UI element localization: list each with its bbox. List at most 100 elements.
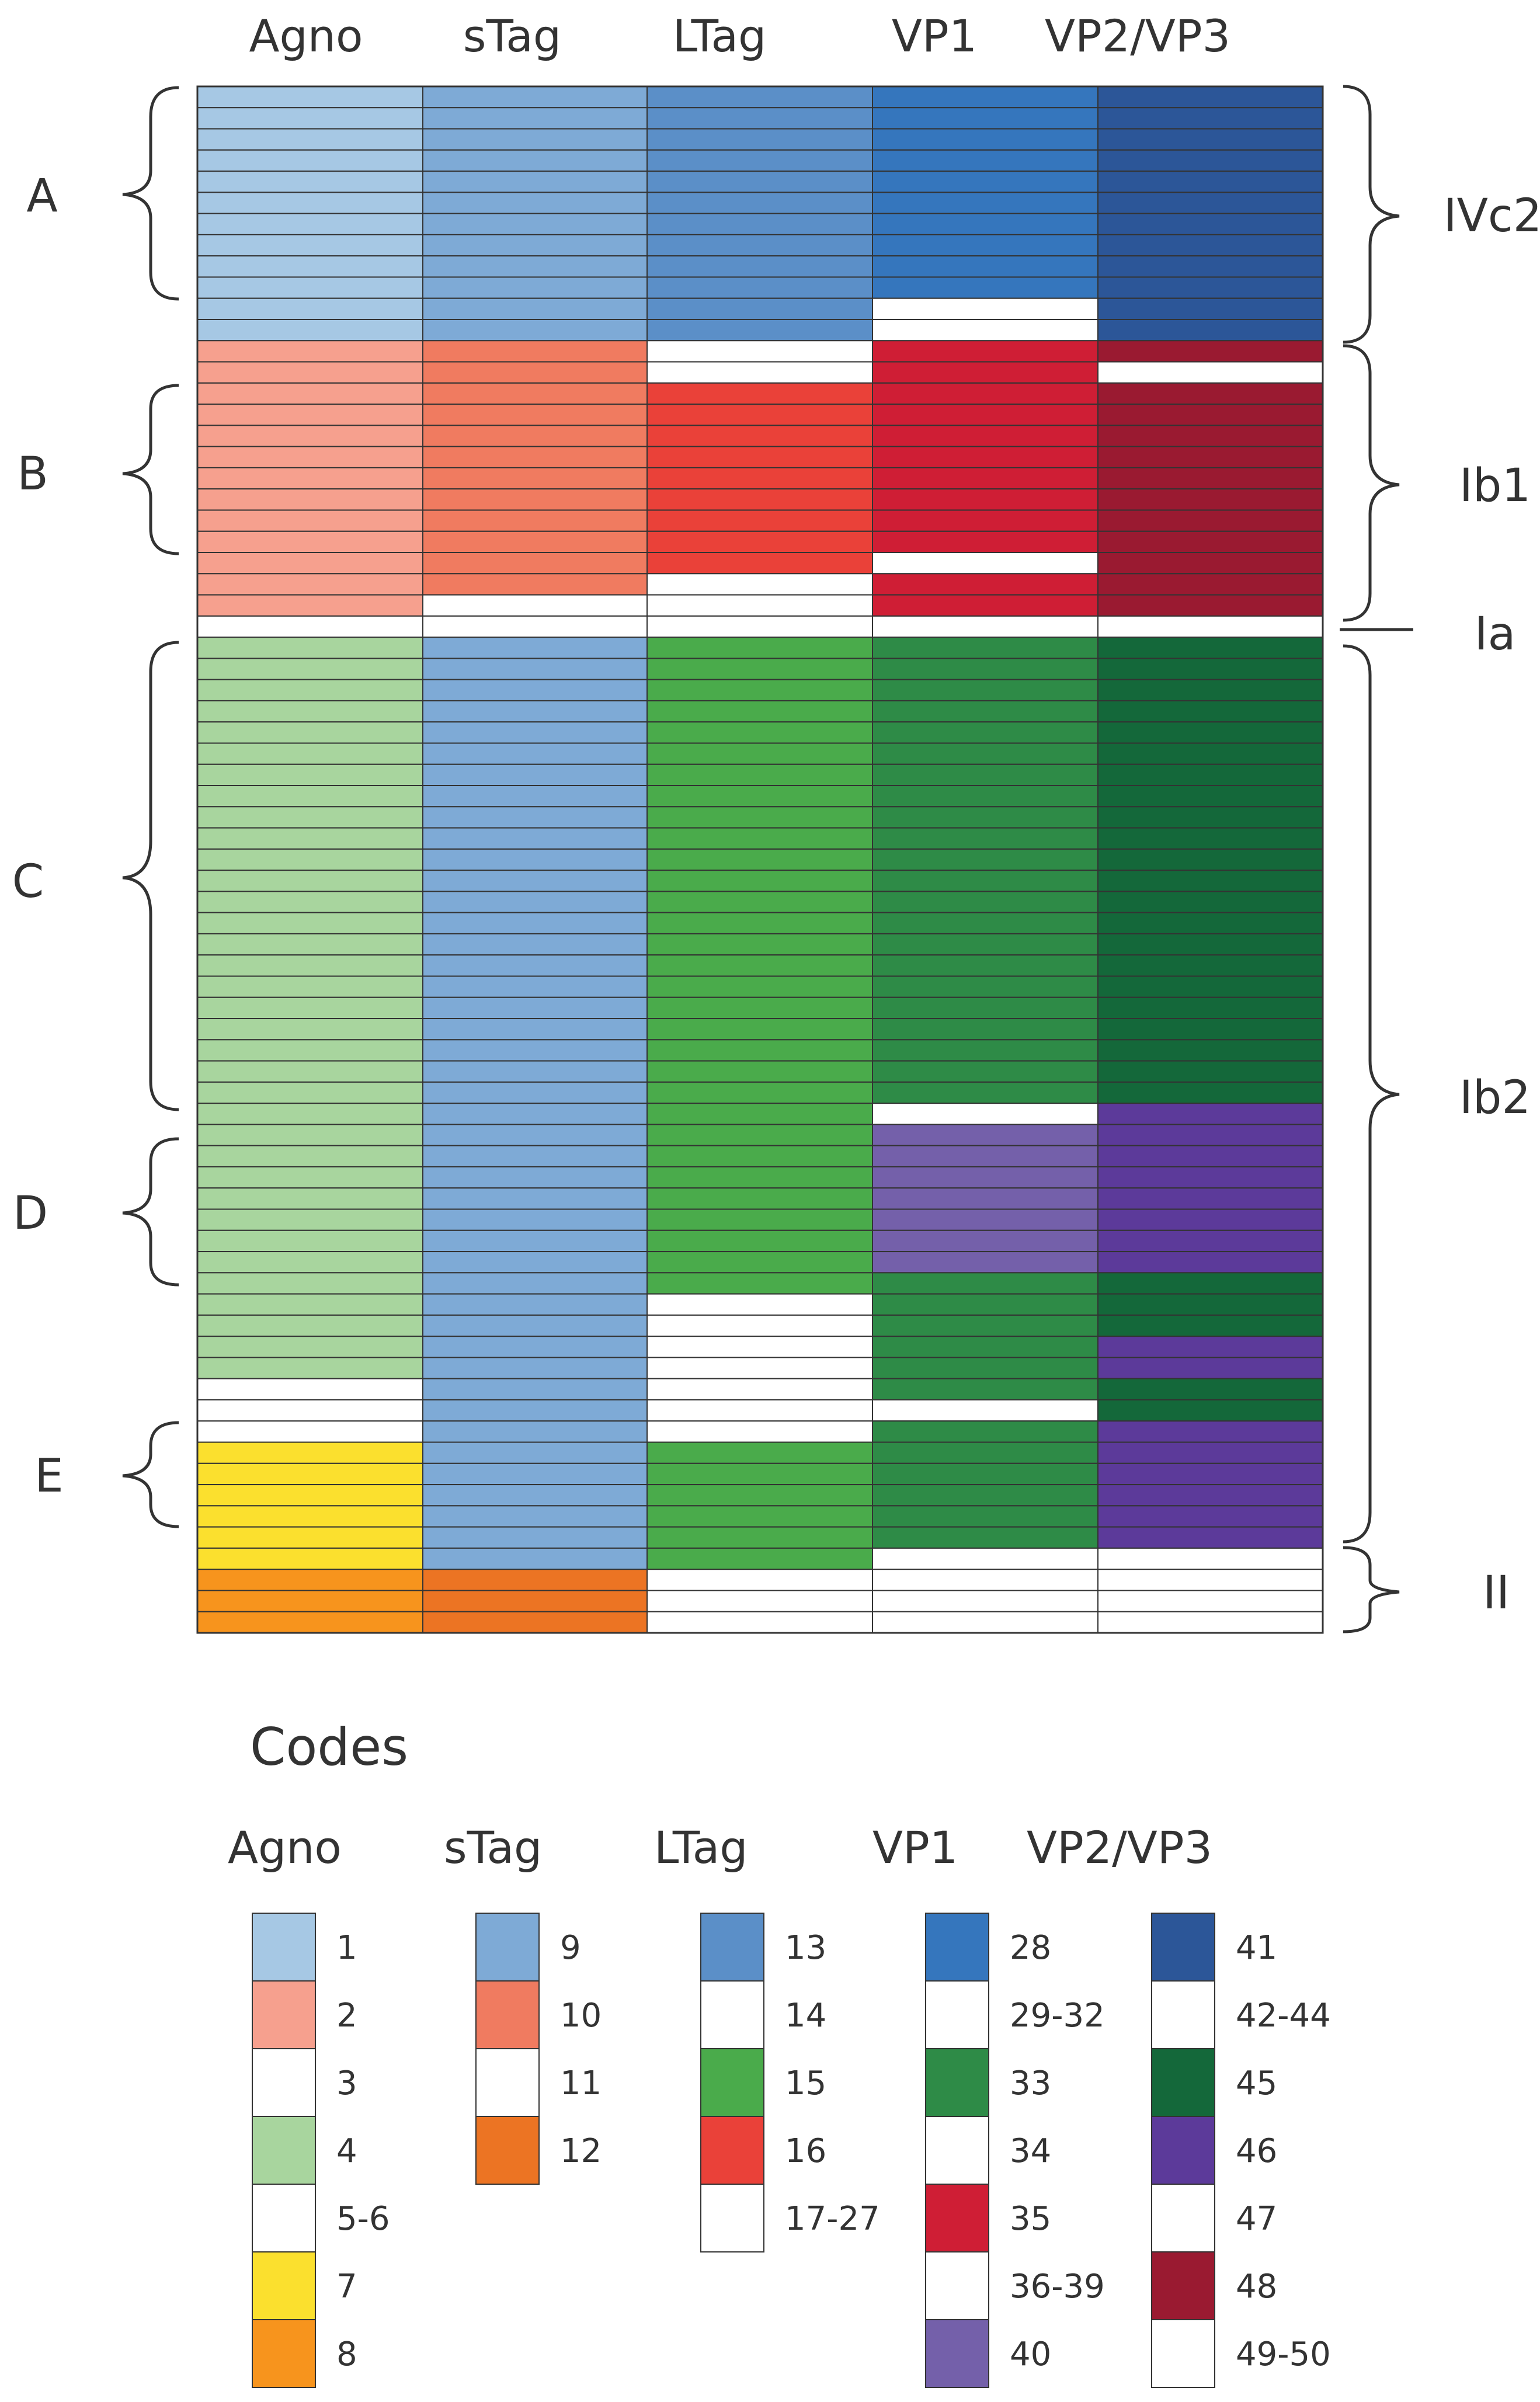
legend-code-label: 36-39: [1010, 2268, 1105, 2306]
grid-cell: [872, 1547, 1098, 1570]
grid-cell: [646, 679, 873, 701]
grid-cell: [1097, 763, 1323, 787]
grid-cell: [422, 552, 648, 575]
grid-cell: [872, 1060, 1098, 1083]
grid-cell: [872, 742, 1098, 765]
grid-cell: [646, 1441, 873, 1464]
grid-cell: [1097, 1378, 1323, 1400]
grid-cell: [197, 1229, 423, 1253]
grid-cell: [197, 615, 423, 638]
grid-cell: [422, 382, 648, 405]
grid-cell: [422, 171, 648, 193]
legend-code-label: 48: [1236, 2268, 1277, 2306]
legend-code-label: 46: [1236, 2132, 1277, 2170]
grid-cell: [197, 86, 423, 109]
grid-cell: [1097, 192, 1323, 214]
legend-swatch: [1151, 1980, 1215, 2049]
grid-cell: [1097, 1336, 1323, 1358]
grid-cell: [872, 573, 1098, 596]
grid-cell: [1097, 954, 1323, 977]
grid-cell: [872, 297, 1098, 321]
grid-cell: [872, 382, 1098, 405]
grid-cell: [872, 1357, 1098, 1379]
grid-cell: [1097, 1166, 1323, 1189]
grid-cell: [872, 1145, 1098, 1167]
grid-cell: [422, 1569, 648, 1591]
legend-swatch: [1151, 2048, 1215, 2117]
group-label-c: C: [12, 856, 44, 908]
grid-cell: [1097, 107, 1323, 130]
grid-cell: [646, 509, 873, 532]
grid-cell: [197, 319, 423, 342]
brace-ii: [1343, 1546, 1400, 1633]
legend-code-label: 10: [560, 1997, 602, 2035]
grid-cell: [197, 1039, 423, 1062]
grid-cell: [197, 1272, 423, 1295]
legend-code-label: 29-32: [1010, 1997, 1105, 2035]
grid-cell: [1097, 679, 1323, 701]
legend-group-agno: Agno: [228, 1822, 342, 1873]
grid-cell: [422, 742, 648, 765]
grid-cell: [872, 1166, 1098, 1189]
grid-cell: [422, 1547, 648, 1570]
grid-cell: [1097, 975, 1323, 998]
grid-cell: [646, 1357, 873, 1379]
genotype-label-ib2: Ib2: [1459, 1072, 1531, 1124]
brace-c: [122, 641, 179, 1111]
grid-cell: [422, 1272, 648, 1295]
grid-cell: [872, 425, 1098, 447]
grid-cell: [1097, 1251, 1323, 1274]
grid-cell: [872, 1124, 1098, 1146]
grid-cell: [646, 594, 873, 617]
legend-swatch: [252, 1980, 316, 2049]
grid-cell: [197, 107, 423, 130]
grid-cell: [646, 1039, 873, 1062]
grid-cell: [872, 446, 1098, 468]
grid-cell: [197, 679, 423, 701]
legend-code-label: 45: [1236, 2064, 1277, 2102]
grid-cell: [872, 679, 1098, 701]
grid-cell: [1097, 340, 1323, 363]
legend-swatch: [475, 2116, 540, 2185]
grid-cell: [422, 785, 648, 808]
grid-cell: [197, 573, 423, 596]
grid-cell: [872, 975, 1098, 998]
grid-cell: [197, 149, 423, 172]
grid-cell: [422, 1208, 648, 1231]
grid-cell: [646, 1229, 873, 1253]
grid-cell: [1097, 404, 1323, 426]
grid-cell: [1097, 171, 1323, 193]
grid-cell: [646, 276, 873, 299]
grid-cell: [872, 1336, 1098, 1358]
grid-cell: [872, 1484, 1098, 1507]
grid-cell: [422, 149, 648, 172]
grid-cell: [422, 679, 648, 701]
grid-cell: [646, 1505, 873, 1528]
grid-cell: [646, 1378, 873, 1400]
grid-cell: [1097, 1018, 1323, 1041]
legend-group-ltag: LTag: [654, 1822, 748, 1873]
grid-cell: [1097, 933, 1323, 956]
grid-cell: [646, 1145, 873, 1167]
grid-cell: [1097, 827, 1323, 850]
legend-code-label: 1: [336, 1929, 357, 1967]
grid-cell: [872, 1314, 1098, 1337]
legend-code-label: 3: [336, 2064, 357, 2102]
grid-cell: [197, 1526, 423, 1549]
grid-cell: [422, 996, 648, 1020]
grid-cell: [872, 467, 1098, 490]
grid-cell: [197, 891, 423, 913]
grid-cell: [646, 1124, 873, 1146]
grid-cell: [197, 827, 423, 850]
grid-cell: [872, 1399, 1098, 1422]
grid-cell: [422, 1166, 648, 1189]
grid-cell: [872, 149, 1098, 172]
grid-cell: [197, 425, 423, 447]
grid-cell: [197, 1547, 423, 1570]
grid-cell: [422, 213, 648, 235]
column-headers: Agno sTag LTag VP1 VP2/VP3: [249, 10, 1230, 62]
grid-cell: [646, 361, 873, 384]
grid-cell: [872, 763, 1098, 787]
grid-cell: [1097, 128, 1323, 151]
grid-cell: [197, 912, 423, 934]
